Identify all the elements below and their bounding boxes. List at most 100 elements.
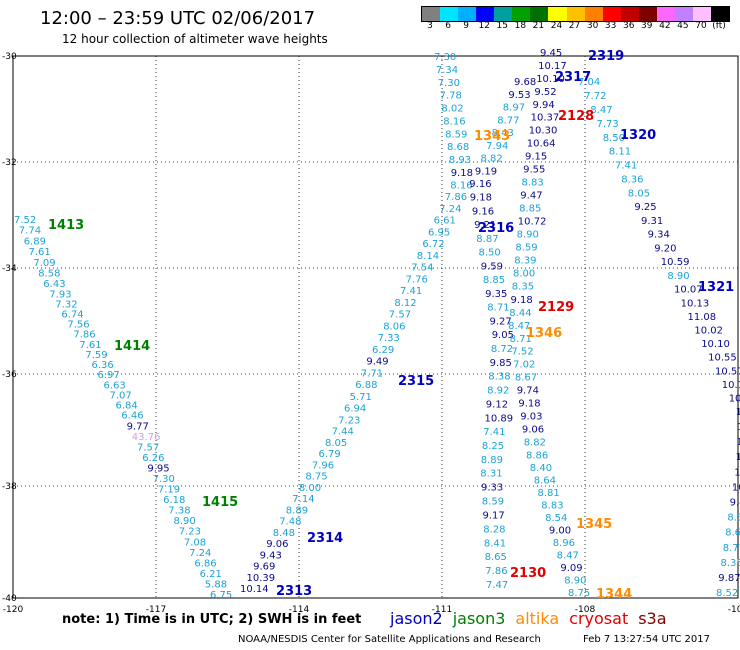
wave-height-value: 7.09 bbox=[33, 258, 55, 269]
wave-height-value: 6.84 bbox=[116, 401, 138, 412]
pass-label: 1343 bbox=[474, 129, 510, 144]
wave-height-value: 8.81 bbox=[538, 488, 560, 499]
legend-tick: 33 bbox=[604, 21, 617, 31]
wave-height-value: 9.47 bbox=[520, 191, 542, 202]
pass-label: 2317 bbox=[555, 70, 591, 85]
wave-height-value: 10.10 bbox=[536, 74, 565, 85]
wave-height-value: 8.35 bbox=[512, 282, 534, 293]
lon-tick-label: -117 bbox=[146, 605, 166, 615]
wave-height-value: 7.72 bbox=[584, 91, 606, 102]
pass-label: 2129 bbox=[538, 300, 574, 315]
lat-tick-label: -30 bbox=[2, 52, 17, 62]
wave-height-value: 9.4 bbox=[730, 498, 740, 509]
wave-height-value: 7.41 bbox=[483, 427, 505, 438]
pass-labels: 1413 1414 1415 2313 2314 2315 2316 2317 2319 1320… bbox=[48, 49, 734, 602]
wave-height-value: 5.71 bbox=[350, 392, 372, 403]
wave-height-value: 8.59 bbox=[482, 497, 504, 508]
wave-height-value: 11.11 bbox=[736, 407, 740, 418]
wave-height-value: 8.02 bbox=[441, 104, 463, 115]
lat-tick-label: -40 bbox=[2, 594, 17, 604]
wave-height-value: 8.65 bbox=[485, 552, 507, 563]
wave-height-value: 10.41 bbox=[737, 422, 740, 433]
legend-tick: 21 bbox=[532, 21, 545, 31]
wave-height-value: 9.59 bbox=[481, 261, 503, 272]
legend-swatch bbox=[530, 7, 549, 21]
wave-height-value: 8.77 bbox=[723, 543, 740, 554]
wave-height-value: 8.77 bbox=[497, 115, 519, 126]
wave-height-value: 9.09 bbox=[560, 563, 582, 574]
wave-height-value: 7.30 bbox=[153, 474, 175, 485]
wave-height-value: 8.25 bbox=[482, 441, 504, 452]
wave-height-value: 6.72 bbox=[422, 239, 444, 250]
wave-height-value: 9.20 bbox=[654, 243, 676, 254]
satellite-name: cryosat bbox=[569, 609, 629, 628]
legend-swatch bbox=[440, 7, 459, 21]
wave-height-value: 11.04 bbox=[734, 467, 740, 478]
legend-swatch bbox=[584, 7, 603, 21]
wave-height-value: 10.17 bbox=[538, 61, 567, 72]
wave-height-value: 10.57 bbox=[715, 366, 740, 377]
wave-height-value: 10.88 bbox=[737, 437, 740, 448]
pass-label: 2315 bbox=[398, 374, 434, 389]
wave-height-value: 9.17 bbox=[483, 511, 505, 522]
legend-tick: 15 bbox=[496, 21, 508, 31]
legend-swatch bbox=[656, 7, 675, 21]
pass-label: 2130 bbox=[510, 566, 546, 581]
wave-height-value: 8.43 bbox=[492, 128, 514, 139]
pass-label: 1345 bbox=[576, 517, 612, 532]
wave-height-value: 7.57 bbox=[137, 442, 159, 453]
wave-height-value: 8.6 bbox=[725, 528, 740, 539]
wave-height-value: 6.94 bbox=[344, 404, 366, 415]
lat-tick-label: -36 bbox=[2, 370, 17, 380]
wave-height-value: 6.26 bbox=[142, 453, 164, 464]
wave-height-value: 7.93 bbox=[49, 289, 71, 300]
wave-height-value: 7.30 bbox=[438, 78, 460, 89]
wave-height-value: 7.41 bbox=[400, 286, 422, 297]
legend-swatch bbox=[458, 7, 477, 21]
wave-height-value: 7.34 bbox=[436, 65, 458, 76]
generated-timestamp: Feb 7 13:27:54 UTC 2017 bbox=[583, 634, 710, 645]
wave-height-value: 8.54 bbox=[545, 513, 567, 524]
wave-height-value: 10.30 bbox=[529, 126, 558, 137]
legend-tick: 36 bbox=[622, 21, 635, 31]
wave-height-value: 8.67 bbox=[515, 373, 537, 384]
wave-height-value: 7.76 bbox=[406, 274, 428, 285]
wave-height-value: 7.73 bbox=[597, 119, 619, 130]
wave-height-value: 7.54 bbox=[411, 263, 433, 274]
wave-height-value: 10.64 bbox=[527, 139, 556, 150]
wave-height-value: 7.38 bbox=[168, 506, 190, 517]
wave-height-value: 7.07 bbox=[110, 390, 132, 401]
legend-tick: 3 bbox=[427, 21, 433, 31]
wave-height-value: 8.68 bbox=[447, 142, 469, 153]
wave-height-value: 10.4 bbox=[732, 483, 740, 494]
legend-tick-labels: 3 6 9 12 15 18 21 24 27 30 33 36 39 42 45 70 (ft) bbox=[421, 21, 728, 33]
legend-swatch bbox=[692, 7, 711, 21]
wave-height-value: 7.96 bbox=[312, 460, 334, 471]
wave-height-value: 8.64 bbox=[534, 475, 556, 486]
wave-height-value: 8.83 bbox=[541, 500, 563, 511]
wave-height-value: 11.08 bbox=[688, 312, 717, 323]
wave-height-value: 8.83 bbox=[522, 178, 544, 189]
wave-height-value: 6.63 bbox=[104, 380, 126, 391]
wave-height-value: 8.71 bbox=[487, 303, 509, 314]
wave-height-value: 6.21 bbox=[200, 569, 222, 580]
wave-height-value: 8.52 bbox=[716, 588, 738, 599]
wave-height-value: 7.44 bbox=[332, 427, 354, 438]
wave-height-value: 7.47 bbox=[486, 580, 508, 591]
wave-height-value: 10.88 bbox=[729, 394, 740, 405]
wave-height-value: 10.13 bbox=[681, 298, 710, 309]
legend-tick: 27 bbox=[568, 21, 581, 31]
wave-height-value: 8.06 bbox=[383, 321, 405, 332]
wave-height-value: 9.21 bbox=[474, 220, 496, 231]
wave-height-value: 9.06 bbox=[522, 425, 544, 436]
wave-height-value: 8.11 bbox=[609, 147, 631, 158]
legend-swatch bbox=[512, 7, 531, 21]
wave-height-value: 7.48 bbox=[279, 517, 301, 528]
lon-tick-label: -108 bbox=[575, 605, 596, 615]
lon-tick-label: -111 bbox=[432, 605, 452, 615]
wave-height-value: 6.36 bbox=[92, 360, 114, 371]
wave-height-value: 8.90 bbox=[564, 576, 586, 587]
wave-height-value: 6.79 bbox=[319, 449, 341, 460]
wave-height-value: 8.50 bbox=[603, 133, 625, 144]
lat-tick-label: -32 bbox=[2, 158, 17, 168]
